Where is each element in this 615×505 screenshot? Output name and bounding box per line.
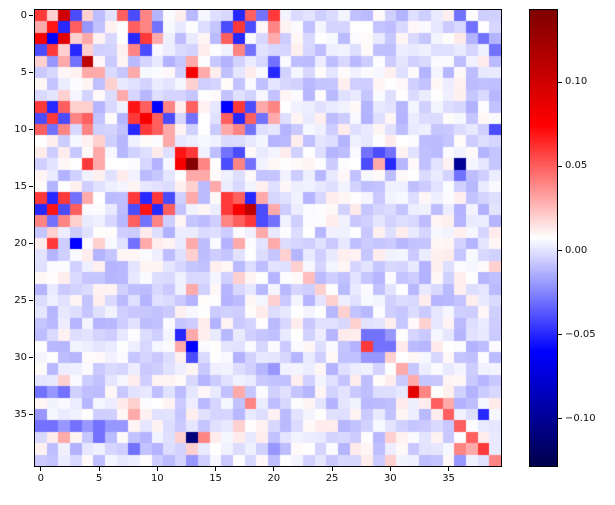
colorbar-tick-label: −0.10 [565,412,596,424]
colorbar-tick-mark [558,250,562,252]
colorbar-tick-mark [558,165,562,167]
colorbar-tick-label: 0.10 [565,76,588,88]
y-tick-mark [29,186,33,188]
x-tick-label: 5 [95,473,103,484]
colorbar-tick-label: 0.05 [565,160,588,172]
x-tick-label: 30 [383,473,397,484]
y-tick-label: 15 [14,180,27,192]
x-tick-label: 10 [150,473,164,484]
x-tick-mark [331,467,333,471]
y-tick-mark [29,129,33,131]
y-tick-label: 25 [14,294,27,306]
colorbar-tick-mark [558,418,562,420]
x-tick-mark [215,467,217,471]
x-tick-label: 25 [325,473,339,484]
y-tick-label: 5 [20,66,27,78]
y-tick-mark [29,15,33,17]
x-tick-mark [40,467,42,471]
heatmap-canvas [35,10,501,466]
colorbar-tick-mark [558,334,562,336]
y-tick-label: 20 [14,237,27,249]
x-tick-label: 0 [37,473,44,484]
x-tick-mark [389,467,391,471]
x-tick-label: 20 [267,473,281,484]
colorbar-tick-label: 0.00 [565,244,588,256]
y-tick-mark [29,72,33,74]
y-tick-label: 10 [14,123,27,135]
x-tick-mark [273,467,275,471]
y-tick-mark [29,357,33,359]
y-tick-label: 0 [20,9,27,21]
y-tick-mark [29,243,33,245]
heatmap-plot [34,9,502,467]
y-tick-mark [29,414,33,416]
colorbar-canvas [530,10,557,466]
colorbar-tick-mark [558,81,562,83]
y-tick-label: 30 [14,351,27,363]
colorbar-tick-label: −0.05 [565,328,596,340]
x-tick-mark [98,467,100,471]
x-tick-mark [156,467,158,471]
x-tick-label: 15 [209,473,222,484]
x-tick-label: 35 [442,473,455,484]
colorbar [529,9,558,467]
x-tick-mark [448,467,450,471]
y-tick-mark [29,300,33,302]
y-tick-label: 35 [14,408,27,420]
